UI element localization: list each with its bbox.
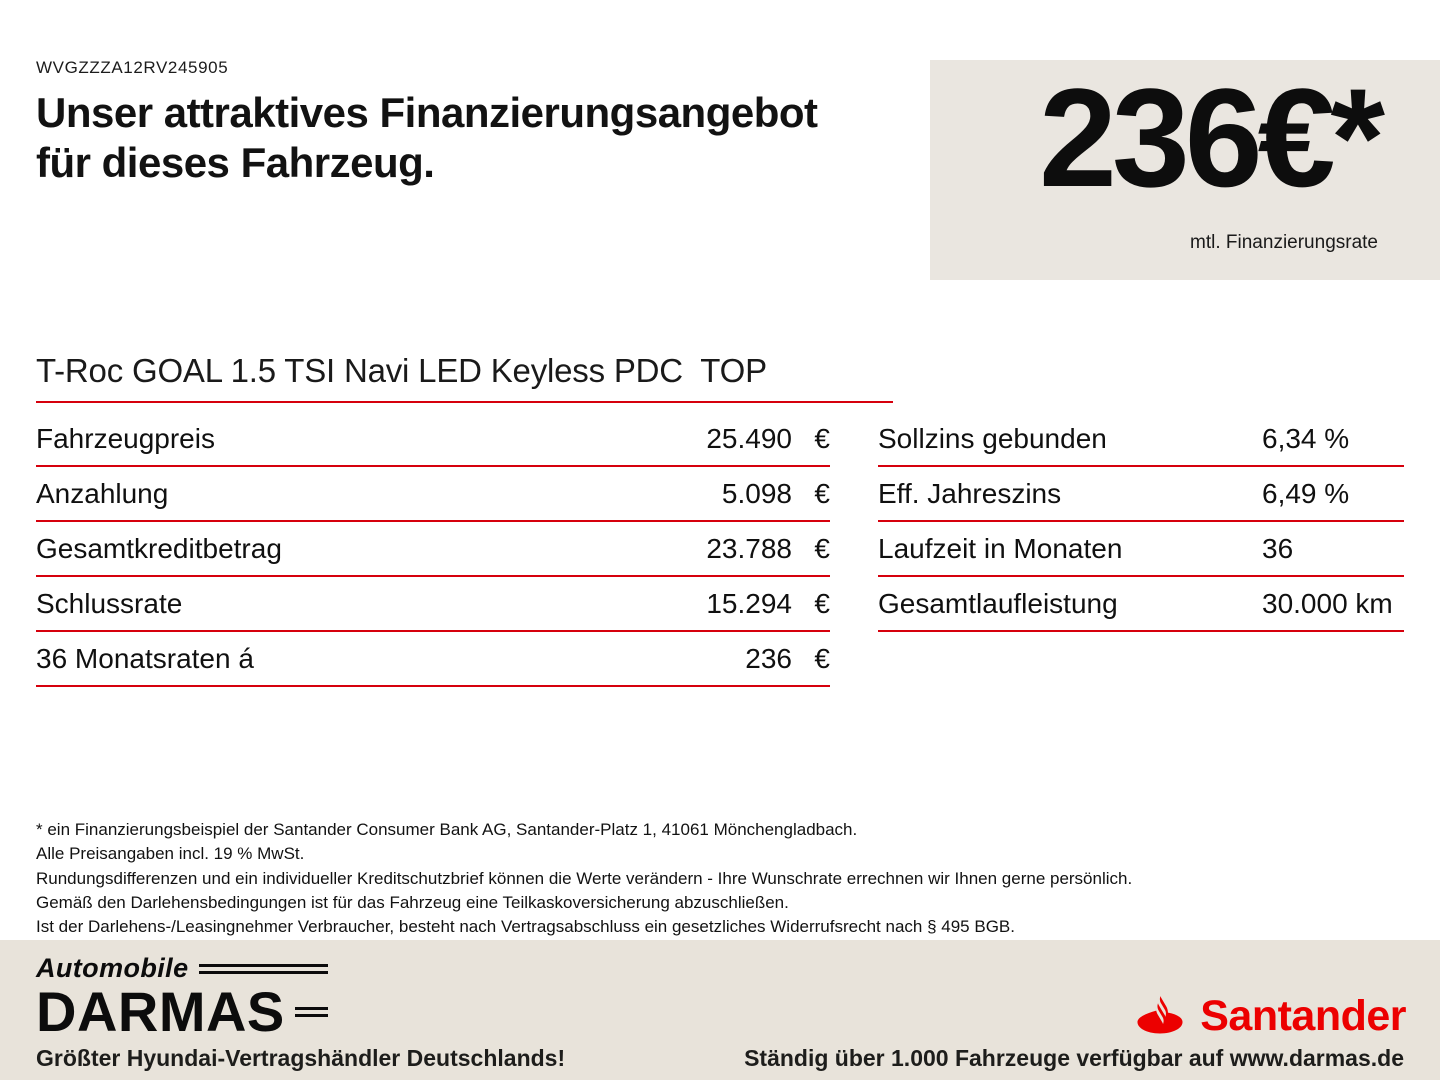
monthly-rate-box: 236€* mtl. Finanzierungsrate xyxy=(930,60,1440,280)
row-label: 36 Monatsraten á xyxy=(36,642,254,674)
table-row-laufzeit: Laufzeit in Monaten 36 xyxy=(878,522,1404,577)
vehicle-title: T-Roc GOAL 1.5 TSI Navi LED Keyless PDC … xyxy=(36,352,767,389)
row-unit: € xyxy=(814,532,830,564)
logo-double-line xyxy=(294,1007,328,1017)
row-value: 23.788 xyxy=(706,532,792,564)
row-value: 6,49 % xyxy=(1262,477,1350,509)
page-title-line2: für dieses Fahrzeug. xyxy=(36,139,435,187)
table-row-fahrzeugpreis: Fahrzeugpreis 25.490 € xyxy=(36,412,830,467)
finance-table: Fahrzeugpreis 25.490 € Anzahlung 5.098 €… xyxy=(36,412,1404,687)
row-label: Schlussrate xyxy=(36,587,183,619)
row-unit: € xyxy=(814,642,830,674)
footnote-line: Alle Preisangaben incl. 19 % MwSt. xyxy=(36,844,305,864)
footer-claim-left: Größter Hyundai-Vertragshändler Deutschl… xyxy=(36,1045,566,1071)
santander-bank-logo: Santander xyxy=(1134,992,1406,1041)
row-label: Gesamtlaufleistung xyxy=(878,587,1118,619)
vin-number: WVGZZZA12RV245905 xyxy=(36,58,229,77)
footnote-line: Ist der Darlehens-/Leasingnehmer Verbrau… xyxy=(36,917,1015,937)
table-row-anzahlung: Anzahlung 5.098 € xyxy=(36,467,830,522)
row-label: Anzahlung xyxy=(36,477,169,509)
table-row-gesamtlaufleistung: Gesamtlaufleistung 30.000 km xyxy=(878,577,1404,632)
logo-double-line xyxy=(198,963,328,974)
table-row-gesamtkreditbetrag: Gesamtkreditbetrag 23.788 € xyxy=(36,522,830,577)
monthly-rate-amount: 236€* xyxy=(1039,59,1385,216)
row-label: Laufzeit in Monaten xyxy=(878,532,1123,564)
darmas-logo-name-text: DARMAS xyxy=(36,980,285,1043)
footer-claim-right: Ständig über 1.000 Fahrzeuge verfügbar a… xyxy=(744,1045,1404,1071)
footnote-line: * ein Finanzierungsbeispiel der Santande… xyxy=(36,820,858,839)
row-label: Eff. Jahreszins xyxy=(878,477,1062,509)
darmas-logo-top-row: Automobile xyxy=(36,953,328,984)
row-unit: € xyxy=(814,587,830,619)
row-label: Fahrzeugpreis xyxy=(36,422,215,454)
darmas-dealer-logo: Automobile DARMAS xyxy=(36,953,328,1040)
footnotes: * ein Finanzierungsbeispiel der Santande… xyxy=(36,818,1216,939)
santander-logo-text: Santander xyxy=(1200,992,1406,1040)
table-row-schlussrate: Schlussrate 15.294 € xyxy=(36,577,830,632)
row-label: Sollzins gebunden xyxy=(878,422,1107,454)
santander-flame-icon xyxy=(1137,995,1183,1033)
vehicle-title-divider xyxy=(36,401,893,403)
row-value: 5.098 xyxy=(721,477,792,509)
finance-table-right-column: Sollzins gebunden 6,34 % Eff. Jahreszins… xyxy=(878,412,1404,687)
footer-band: Automobile DARMAS Santander Größter Hyun… xyxy=(0,940,1440,1080)
row-value: 30.000 km xyxy=(1262,587,1393,619)
footnote-line: Rundungsdifferenzen und ein individuelle… xyxy=(36,868,1133,888)
row-value: 36 xyxy=(1262,532,1294,564)
row-unit: € xyxy=(814,477,830,509)
table-row-sollzins: Sollzins gebunden 6,34 % xyxy=(878,412,1404,467)
row-value: 25.490 xyxy=(706,422,792,454)
darmas-logo-automobile-text: Automobile xyxy=(36,953,189,983)
row-value: 15.294 xyxy=(706,587,792,619)
table-row-monatsraten: 36 Monatsraten á 236 € xyxy=(36,632,830,687)
table-row-jahreszins: Eff. Jahreszins 6,49 % xyxy=(878,467,1404,522)
row-unit: € xyxy=(814,422,830,454)
page-title-line1: Unser attraktives Finanzierungsangebot xyxy=(36,89,818,136)
page-title: Unser attraktives Finanzierungsangebot f… xyxy=(36,88,936,189)
row-value: 6,34 % xyxy=(1262,422,1350,454)
row-label: Gesamtkreditbetrag xyxy=(36,532,282,564)
row-value: 236 xyxy=(745,642,792,674)
finance-table-left-column: Fahrzeugpreis 25.490 € Anzahlung 5.098 €… xyxy=(36,412,830,687)
footnote-line: Gemäß den Darlehensbedingungen ist für d… xyxy=(36,892,789,912)
darmas-logo-main-row: DARMAS xyxy=(36,984,328,1040)
monthly-rate-caption: mtl. Finanzierungsrate xyxy=(1190,232,1378,253)
